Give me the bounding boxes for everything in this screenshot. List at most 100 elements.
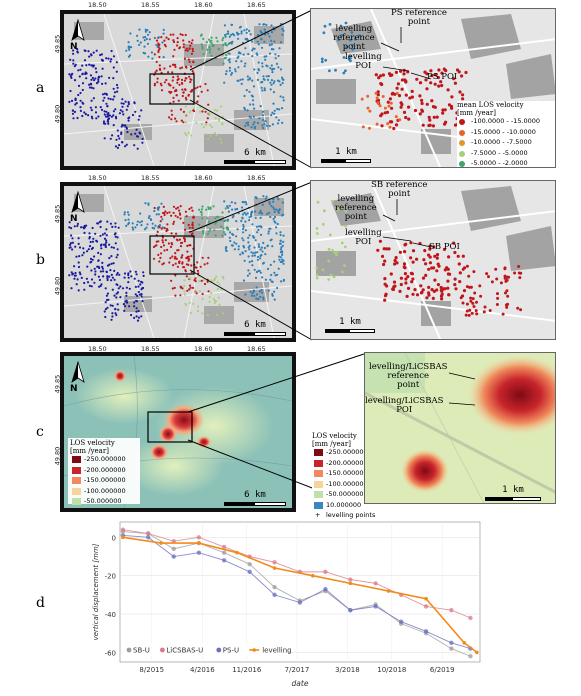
velocity-point <box>214 57 217 60</box>
velocity-point <box>105 298 109 302</box>
velocity-point <box>108 263 111 266</box>
velocity-point <box>260 31 263 34</box>
velocity-point <box>101 59 104 62</box>
velocity-point <box>98 266 101 270</box>
velocity-point <box>227 210 230 213</box>
velocity-point <box>83 59 87 62</box>
velocity-point <box>226 30 230 33</box>
velocity-point <box>126 130 129 134</box>
velocity-point <box>77 69 80 72</box>
velocity-point <box>410 89 414 93</box>
velocity-point <box>452 77 456 81</box>
velocity-point <box>242 239 245 242</box>
velocity-point <box>212 298 215 301</box>
velocity-point <box>106 275 109 278</box>
velocity-point <box>240 82 243 85</box>
velocity-point <box>79 91 82 95</box>
velocity-point <box>222 277 225 280</box>
velocity-point <box>115 283 118 286</box>
velocity-point <box>109 98 112 101</box>
velocity-point <box>110 255 113 258</box>
x-tick-label: 6/2019 <box>430 666 455 674</box>
velocity-point <box>202 126 205 129</box>
velocity-point <box>505 305 509 309</box>
velocity-point <box>165 78 168 82</box>
velocity-point <box>402 265 406 269</box>
velocity-point <box>209 228 212 231</box>
velocity-point <box>267 230 270 233</box>
velocity-point <box>105 57 108 60</box>
velocity-point <box>90 109 93 112</box>
velocity-point <box>275 232 278 235</box>
velocity-point <box>108 275 111 278</box>
velocity-point <box>263 78 266 81</box>
velocity-point <box>90 78 93 81</box>
velocity-point <box>181 94 184 98</box>
velocity-point <box>167 242 170 245</box>
velocity-point <box>425 72 429 76</box>
scale-bar: 6 km <box>224 148 286 164</box>
velocity-point <box>281 81 284 85</box>
velocity-point <box>144 28 147 31</box>
velocity-point <box>214 300 218 303</box>
velocity-point <box>224 42 227 45</box>
velocity-point <box>158 224 161 227</box>
velocity-point <box>253 127 256 130</box>
levelling-point <box>121 535 125 540</box>
velocity-point <box>112 124 115 127</box>
velocity-point <box>182 91 185 94</box>
velocity-point <box>425 102 429 106</box>
velocity-point <box>223 57 226 60</box>
velocity-point <box>115 117 118 120</box>
velocity-point <box>208 230 211 233</box>
annotation-arrows <box>382 199 432 248</box>
velocity-point <box>191 226 194 229</box>
velocity-point <box>281 23 284 26</box>
velocity-point <box>109 137 112 140</box>
velocity-point <box>84 49 87 53</box>
velocity-point <box>323 24 327 28</box>
velocity-point <box>181 254 184 257</box>
velocity-point <box>228 35 231 38</box>
velocity-point <box>332 275 336 279</box>
velocity-point <box>202 230 205 233</box>
velocity-point <box>71 241 74 244</box>
velocity-point <box>256 33 260 37</box>
velocity-point <box>282 259 285 262</box>
velocity-point <box>455 68 460 72</box>
velocity-point <box>182 236 186 239</box>
velocity-point <box>472 270 476 274</box>
velocity-point <box>234 68 237 71</box>
velocity-point <box>440 71 444 75</box>
velocity-point <box>249 103 252 106</box>
velocity-point <box>106 306 109 309</box>
velocity-point <box>83 281 86 285</box>
velocity-point <box>257 43 260 46</box>
velocity-point <box>419 291 423 295</box>
velocity-point <box>281 244 284 247</box>
velocity-point <box>237 248 240 251</box>
velocity-point <box>126 211 129 214</box>
velocity-point <box>254 37 257 40</box>
legend-swatch <box>459 161 465 167</box>
velocity-point <box>191 286 195 289</box>
velocity-point <box>146 33 150 36</box>
velocity-point <box>253 107 256 110</box>
velocity-point <box>103 310 106 313</box>
legend-swatch <box>72 498 81 505</box>
velocity-point <box>109 222 112 225</box>
velocity-point <box>268 202 271 205</box>
scale-label: 6 km <box>244 148 266 158</box>
velocity-point <box>154 224 157 227</box>
velocity-point <box>108 76 111 79</box>
velocity-point <box>214 217 217 220</box>
velocity-point <box>259 211 262 214</box>
velocity-point <box>395 91 399 95</box>
velocity-point <box>388 120 393 124</box>
velocity-point <box>137 290 140 294</box>
velocity-point <box>169 33 172 36</box>
velocity-point <box>165 36 168 39</box>
velocity-point <box>257 297 260 301</box>
velocity-point <box>507 275 511 279</box>
velocity-point <box>176 37 179 40</box>
